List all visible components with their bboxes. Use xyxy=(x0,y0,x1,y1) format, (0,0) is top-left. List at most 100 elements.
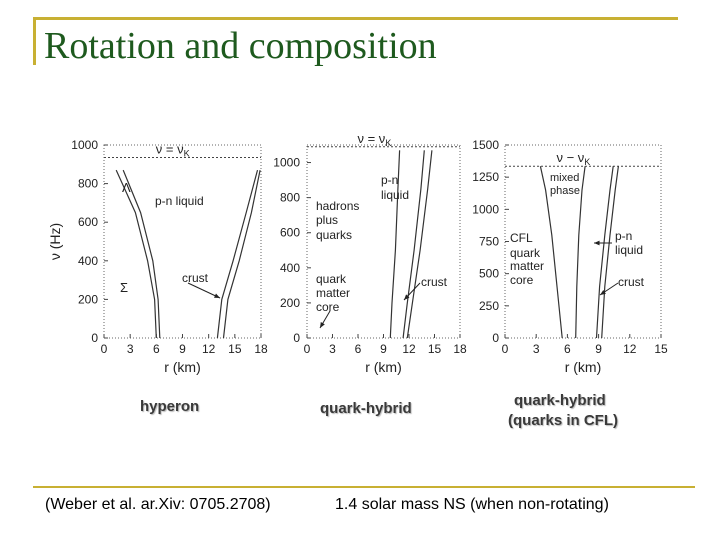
series-line-1 xyxy=(115,169,157,339)
x-tick-label: 0 xyxy=(101,342,108,356)
annotation-label: plus xyxy=(316,213,338,227)
y-tick-label: 200 xyxy=(78,292,98,306)
series-line-1 xyxy=(539,166,563,339)
annotation-label: p-n liquid xyxy=(155,194,204,208)
series-line-2 xyxy=(575,166,586,339)
y-tick-label: 750 xyxy=(479,235,499,249)
y-tick-label: 1000 xyxy=(71,138,98,152)
plot-frame xyxy=(306,144,461,339)
x-tick-label: 6 xyxy=(153,342,160,356)
y-tick-label: 800 xyxy=(280,191,300,205)
y-tick-label: 400 xyxy=(280,261,300,275)
x-tick-label: 18 xyxy=(254,342,268,356)
x-tick-label: 15 xyxy=(428,342,442,356)
annotation-label: Λ xyxy=(122,180,131,195)
x-tick-label: 3 xyxy=(533,342,540,356)
x-tick-label: 3 xyxy=(127,342,134,356)
bottom-border-line xyxy=(33,486,695,488)
annotation-label: quark xyxy=(316,272,347,286)
left-border-line xyxy=(33,17,36,65)
y-tick-label: 0 xyxy=(91,331,98,345)
top-border-line xyxy=(33,17,678,20)
x-tick-label: 15 xyxy=(654,342,668,356)
arrow-head xyxy=(214,293,220,298)
arrow-head xyxy=(594,240,600,246)
x-tick-label: 0 xyxy=(502,342,509,356)
annotation-label: quark xyxy=(510,246,541,260)
slide-title: Rotation and composition xyxy=(44,25,437,67)
caption-quarks-in-cfl: (quarks in CFL) xyxy=(508,412,619,429)
annotation-label: mixed xyxy=(550,172,579,184)
panel-3: ν − νK 0 3 6 9 12 15 0 250 500 750 1000 1250 1500 r (k… xyxy=(472,138,668,375)
arrow-head xyxy=(404,294,410,300)
caption-quark-hybrid-cfl: quark-hybrid xyxy=(514,392,606,409)
y-tick-label: 600 xyxy=(280,226,300,240)
y-tick-label: 400 xyxy=(78,254,98,268)
series-line-4 xyxy=(222,169,261,339)
y-tick-label: 800 xyxy=(78,177,98,191)
x-axis-label: r (km) xyxy=(365,359,402,375)
series-line-2 xyxy=(122,169,161,339)
panel-2: ν = νK 0 3 6 9 12 15 18 0 200 400 600 800 1000 r (km) h… xyxy=(273,131,467,375)
series-line-1 xyxy=(402,150,425,339)
plot-frame xyxy=(504,144,662,339)
annotation-label: core xyxy=(510,273,534,287)
mass-footnote: 1.4 solar mass NS (when non-rotating) xyxy=(335,496,609,513)
y-tick-label: 0 xyxy=(293,331,300,345)
annotation-label: liquid xyxy=(381,188,409,202)
annotation-label: hadrons xyxy=(316,199,359,213)
x-tick-label: 12 xyxy=(202,342,216,356)
y-tick-label: 600 xyxy=(78,215,98,229)
annotation-label: CFL xyxy=(510,231,533,245)
series-line-4 xyxy=(601,166,619,339)
series-line-3 xyxy=(216,169,259,339)
arrow-head xyxy=(600,289,606,295)
citation-footnote: (Weber et al. ar.Xiv: 0705.2708) xyxy=(45,496,271,513)
arrow-head xyxy=(320,322,325,328)
y-tick-label: 250 xyxy=(479,299,499,313)
plot-frame xyxy=(103,144,262,339)
y-tick-label: 500 xyxy=(479,267,499,281)
series-line-3 xyxy=(595,166,614,339)
annotation-label: matter xyxy=(510,259,544,273)
y-tick-label: 200 xyxy=(280,296,300,310)
annotation-label: crust xyxy=(618,275,645,289)
x-axis-label: r (km) xyxy=(565,359,602,375)
annotation-label: p-n xyxy=(381,173,398,187)
annotation-label: Σ xyxy=(120,280,128,295)
x-tick-label: 9 xyxy=(380,342,387,356)
y-axis-label: ν (Hz) xyxy=(47,223,63,260)
x-tick-label: 15 xyxy=(228,342,242,356)
crust-arrow-panel-1 xyxy=(187,282,221,299)
caption-quark-hybrid: quark-hybrid xyxy=(320,400,412,417)
series-line-2 xyxy=(406,150,433,339)
y-tick-label: 0 xyxy=(492,331,499,345)
annotation-label: p-n xyxy=(615,229,632,243)
x-tick-label: 12 xyxy=(623,342,637,356)
y-tick-label: 1000 xyxy=(472,202,499,216)
annotation-label: crust xyxy=(421,275,448,289)
x-tick-label: 0 xyxy=(304,342,311,356)
annotation-label: crust xyxy=(182,271,209,285)
x-tick-label: 6 xyxy=(355,342,362,356)
kepler-label: ν = νK xyxy=(357,131,391,148)
x-tick-label: 3 xyxy=(329,342,336,356)
y-tick-label: 1500 xyxy=(472,138,499,152)
y-tick-label: 1000 xyxy=(273,156,300,170)
kepler-label: ν − νK xyxy=(556,150,590,167)
annotation-label: core xyxy=(316,300,340,314)
kepler-label: ν = νK xyxy=(156,142,190,159)
caption-hyperon: hyperon xyxy=(140,398,200,415)
x-axis-label: r (km) xyxy=(164,359,201,375)
annotation-label: matter xyxy=(316,286,350,300)
annotation-label: phase xyxy=(550,185,580,197)
annotation-label: quarks xyxy=(316,228,352,242)
x-tick-label: 6 xyxy=(564,342,571,356)
x-tick-label: 12 xyxy=(402,342,416,356)
panel-1: ν = νK 0 3 6 9 12 15 18 0 200 400 600 800 1000 r (km) ν… xyxy=(47,138,268,375)
series-line-3 xyxy=(389,150,401,339)
x-tick-label: 9 xyxy=(595,342,602,356)
x-tick-label: 18 xyxy=(453,342,467,356)
annotation-label: liquid xyxy=(615,243,643,257)
